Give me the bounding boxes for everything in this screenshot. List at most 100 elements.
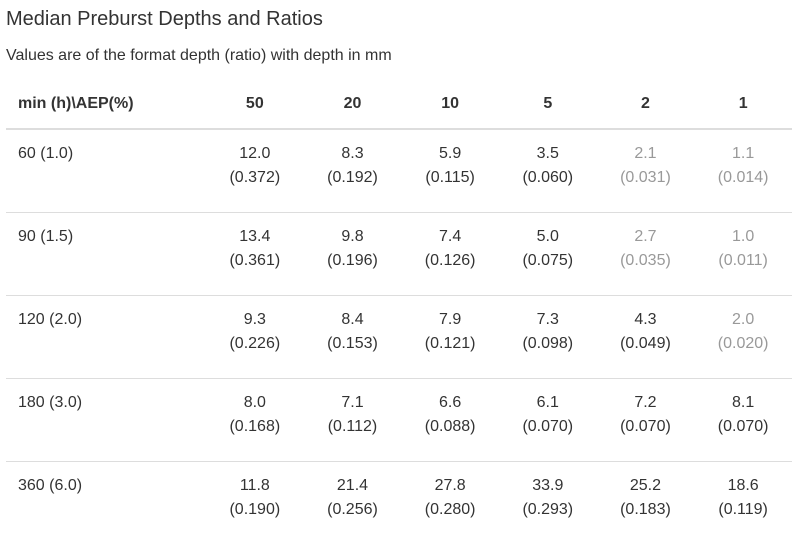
preburst-table: min (h)\AEP(%) 50 20 10 5 2 1 60 (1.0)12… bbox=[6, 80, 792, 544]
ratio-value: (0.011) bbox=[718, 249, 768, 273]
ratio-value: (0.372) bbox=[229, 166, 280, 190]
depth-ratio-value: 25.2(0.183) bbox=[620, 474, 671, 522]
ratio-value: (0.020) bbox=[718, 332, 769, 356]
depth-ratio-value: 21.4(0.256) bbox=[327, 474, 378, 522]
header-cell-aep-10: 10 bbox=[401, 80, 499, 129]
table-cell: 2.7(0.035) bbox=[597, 213, 695, 296]
depth-value: 18.6 bbox=[718, 474, 768, 498]
depth-value: 4.3 bbox=[620, 308, 671, 332]
header-cell-aep-20: 20 bbox=[304, 80, 402, 129]
table-row: 180 (3.0)8.0(0.168)7.1(0.112)6.6(0.088)6… bbox=[6, 379, 792, 462]
depth-value: 1.0 bbox=[718, 225, 768, 249]
ratio-value: (0.014) bbox=[718, 166, 769, 190]
table-cell: 6.1(0.070) bbox=[499, 379, 597, 462]
depth-ratio-value: 8.0(0.168) bbox=[229, 391, 280, 439]
depth-ratio-value: 8.1(0.070) bbox=[718, 391, 769, 439]
ratio-value: (0.280) bbox=[425, 498, 476, 522]
depth-value: 5.9 bbox=[425, 142, 475, 166]
depth-ratio-value: 9.8(0.196) bbox=[327, 225, 378, 273]
depth-value: 6.6 bbox=[425, 391, 476, 415]
row-label: 60 (1.0) bbox=[6, 129, 206, 213]
depth-value: 8.3 bbox=[327, 142, 378, 166]
depth-ratio-value: 1.0(0.011) bbox=[718, 225, 768, 273]
ratio-value: (0.088) bbox=[425, 415, 476, 439]
depth-ratio-value: 5.0(0.075) bbox=[522, 225, 573, 273]
table-cell: 7.3(0.098) bbox=[499, 296, 597, 379]
ratio-value: (0.293) bbox=[522, 498, 573, 522]
depth-value: 8.0 bbox=[229, 391, 280, 415]
table-cell: 8.4(0.153) bbox=[304, 296, 402, 379]
depth-value: 21.4 bbox=[327, 474, 378, 498]
depth-value: 7.2 bbox=[620, 391, 671, 415]
ratio-value: (0.031) bbox=[620, 166, 671, 190]
depth-ratio-value: 7.3(0.098) bbox=[522, 308, 573, 356]
depth-ratio-value: 3.5(0.060) bbox=[522, 142, 573, 190]
table-cell: 21.4(0.256) bbox=[304, 462, 402, 544]
table-cell: 18.6(0.119) bbox=[694, 462, 792, 544]
depth-ratio-value: 1.1(0.014) bbox=[718, 142, 769, 190]
ratio-value: (0.060) bbox=[522, 166, 573, 190]
table-cell: 9.8(0.196) bbox=[304, 213, 402, 296]
header-cell-aep-50: 50 bbox=[206, 80, 304, 129]
ratio-value: (0.035) bbox=[620, 249, 671, 273]
table-cell: 1.0(0.011) bbox=[694, 213, 792, 296]
ratio-value: (0.121) bbox=[425, 332, 476, 356]
table-cell: 9.3(0.226) bbox=[206, 296, 304, 379]
depth-value: 5.0 bbox=[522, 225, 573, 249]
table-cell: 13.4(0.361) bbox=[206, 213, 304, 296]
ratio-value: (0.168) bbox=[229, 415, 280, 439]
depth-ratio-value: 7.1(0.112) bbox=[328, 391, 378, 439]
table-cell: 7.9(0.121) bbox=[401, 296, 499, 379]
ratio-value: (0.190) bbox=[229, 498, 280, 522]
ratio-value: (0.361) bbox=[229, 249, 280, 273]
depth-value: 8.4 bbox=[327, 308, 378, 332]
ratio-value: (0.098) bbox=[522, 332, 573, 356]
depth-ratio-value: 8.3(0.192) bbox=[327, 142, 378, 190]
depth-value: 27.8 bbox=[425, 474, 476, 498]
table-cell: 3.5(0.060) bbox=[499, 129, 597, 213]
depth-value: 8.1 bbox=[718, 391, 769, 415]
depth-ratio-value: 7.9(0.121) bbox=[425, 308, 476, 356]
ratio-value: (0.075) bbox=[522, 249, 573, 273]
depth-ratio-value: 18.6(0.119) bbox=[718, 474, 768, 522]
depth-ratio-value: 2.7(0.035) bbox=[620, 225, 671, 273]
depth-value: 33.9 bbox=[522, 474, 573, 498]
depth-value: 2.0 bbox=[718, 308, 769, 332]
table-cell: 2.1(0.031) bbox=[597, 129, 695, 213]
table-header-row: min (h)\AEP(%) 50 20 10 5 2 1 bbox=[6, 80, 792, 129]
depth-value: 7.3 bbox=[522, 308, 573, 332]
table-cell: 7.4(0.126) bbox=[401, 213, 499, 296]
row-label: 360 (6.0) bbox=[6, 462, 206, 544]
depth-ratio-value: 2.0(0.020) bbox=[718, 308, 769, 356]
header-cell-aep-1: 1 bbox=[694, 80, 792, 129]
depth-value: 1.1 bbox=[718, 142, 769, 166]
ratio-value: (0.256) bbox=[327, 498, 378, 522]
depth-ratio-value: 9.3(0.226) bbox=[229, 308, 280, 356]
table-cell: 5.9(0.115) bbox=[401, 129, 499, 213]
depth-ratio-value: 13.4(0.361) bbox=[229, 225, 280, 273]
depth-value: 11.8 bbox=[229, 474, 280, 498]
depth-ratio-value: 27.8(0.280) bbox=[425, 474, 476, 522]
table-cell: 33.9(0.293) bbox=[499, 462, 597, 544]
table-cell: 7.2(0.070) bbox=[597, 379, 695, 462]
depth-ratio-value: 4.3(0.049) bbox=[620, 308, 671, 356]
depth-value: 9.8 bbox=[327, 225, 378, 249]
ratio-value: (0.070) bbox=[620, 415, 671, 439]
ratio-value: (0.049) bbox=[620, 332, 671, 356]
ratio-value: (0.070) bbox=[522, 415, 573, 439]
depth-value: 9.3 bbox=[229, 308, 280, 332]
page-title: Median Preburst Depths and Ratios bbox=[6, 6, 793, 32]
header-cell-aep-2: 2 bbox=[597, 80, 695, 129]
ratio-value: (0.196) bbox=[327, 249, 378, 273]
ratio-value: (0.192) bbox=[327, 166, 378, 190]
table-cell: 7.1(0.112) bbox=[304, 379, 402, 462]
table-row: 120 (2.0)9.3(0.226)8.4(0.153)7.9(0.121)7… bbox=[6, 296, 792, 379]
depth-value: 2.1 bbox=[620, 142, 671, 166]
table-cell: 25.2(0.183) bbox=[597, 462, 695, 544]
depth-ratio-value: 7.2(0.070) bbox=[620, 391, 671, 439]
table-cell: 8.0(0.168) bbox=[206, 379, 304, 462]
depth-value: 13.4 bbox=[229, 225, 280, 249]
table-row: 360 (6.0) 11.8(0.190) 21.4(0.256) 27.8(0.28… bbox=[6, 462, 792, 544]
depth-ratio-value: 12.0(0.372) bbox=[229, 142, 280, 190]
ratio-value: (0.183) bbox=[620, 498, 671, 522]
